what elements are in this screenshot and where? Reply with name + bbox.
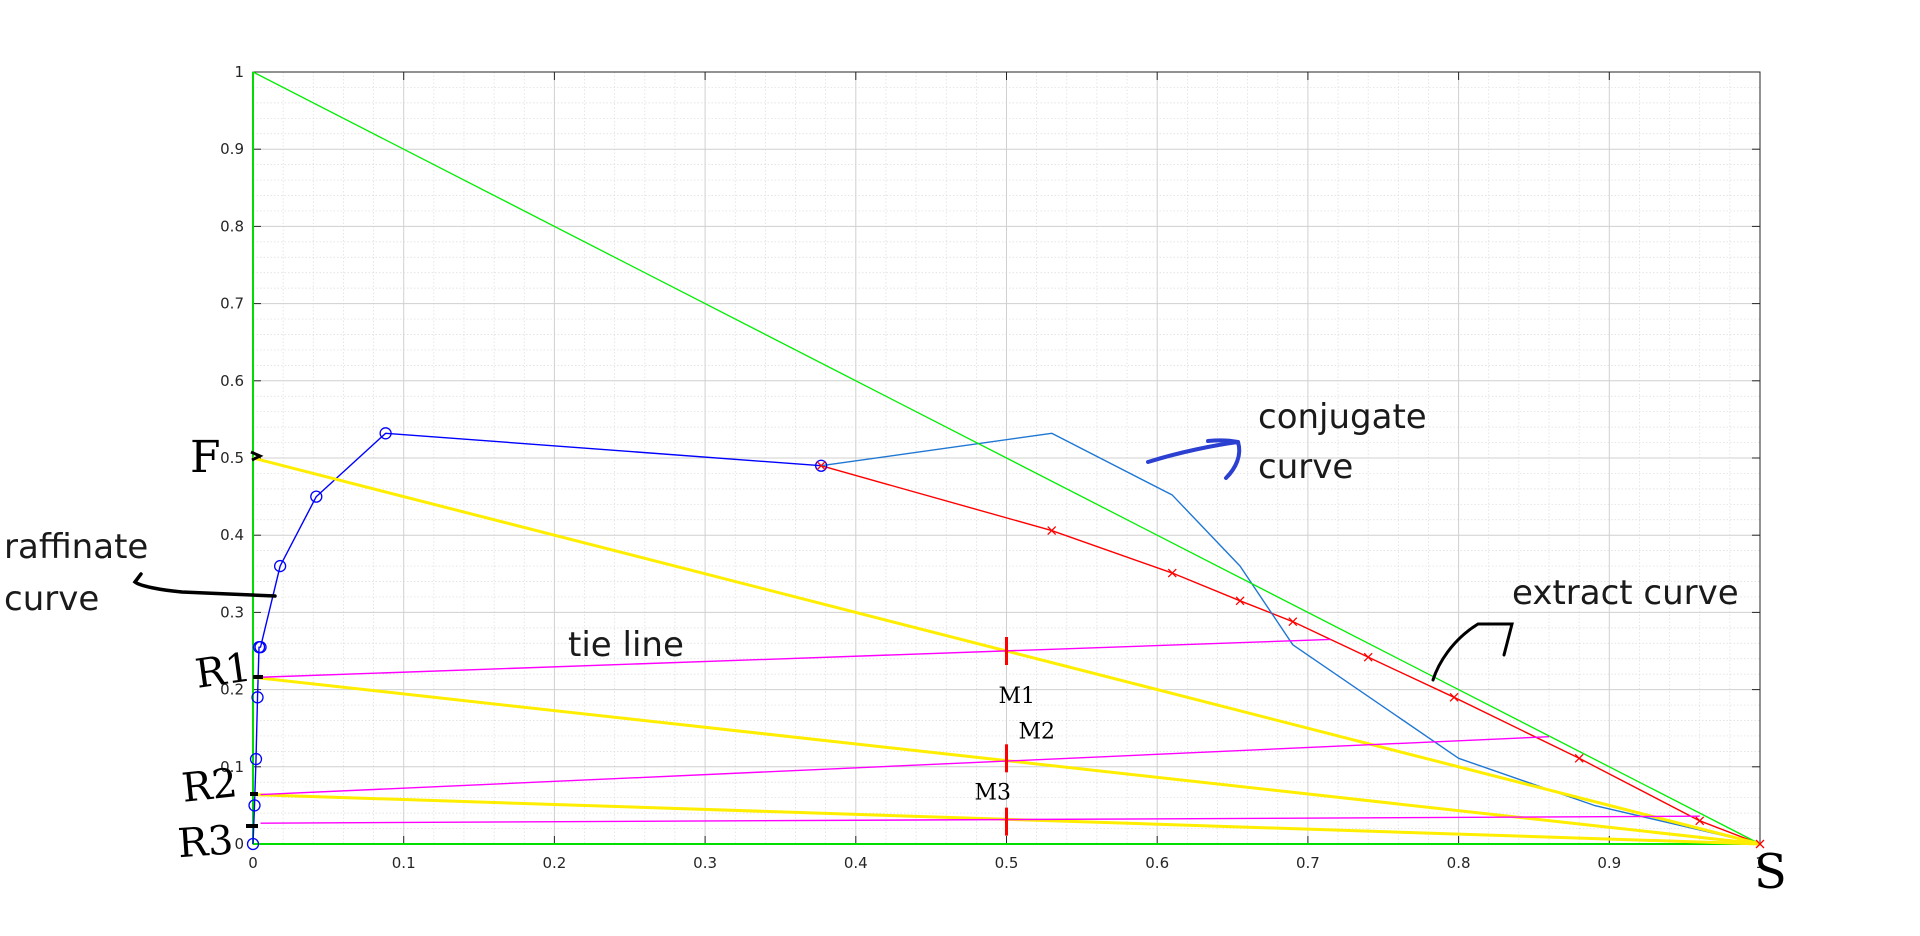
F-label: F [190,432,221,483]
conjugate-label-line1: conjugate [1258,397,1427,437]
x-tick-label: 0.5 [995,854,1019,872]
y-tick-label: 0.8 [220,217,244,235]
R1-label: R1 [193,644,254,697]
point-extract [1047,526,1057,536]
y-tick-label: 0.6 [220,372,244,390]
y-tick-label: 0.2 [220,681,244,699]
point-extract [1449,692,1459,702]
x-tick-label: 0 [248,854,258,872]
y-tick-label: 0.7 [220,295,244,313]
x-tick-label: 0.2 [542,854,566,872]
point-raffinate [254,640,267,654]
major-grid [253,72,1760,844]
series-tie3 [260,815,1700,824]
series-tie1 [260,638,1331,678]
point-raffinate [248,799,261,812]
raffinate-arrow-icon [132,572,277,598]
S-label: S [1754,844,1787,900]
point-raffinate [379,427,392,440]
x-tick-label: 0.3 [693,854,717,872]
series-diagonal [252,71,1761,845]
y-tick-label: 0.3 [220,603,244,621]
point-extract [1695,816,1705,826]
mixing-label-M3: M3 [975,781,1012,806]
x-tick-label: 0.9 [1597,854,1621,872]
point-extract [1288,617,1298,627]
y-tick-label: 0.9 [220,140,244,158]
axis-ticks: 0 0.1 0.2 0.3 0.4 0.5 0.6 0.7 0.8 0.9 1 0 0.1 0.2 0.3 0… [220,63,1765,872]
series-raffinate [252,432,822,845]
F-point-mark [250,450,264,462]
point-raffinate [273,559,287,573]
mixing-label-M1: M1 [999,684,1036,709]
point-raffinate [246,837,260,851]
point-extract [1574,753,1584,763]
point-extract [1235,596,1245,606]
y-tick-label: 0.5 [220,449,244,467]
R3-label: R3 [176,817,235,867]
extract-label: extract curve [1512,573,1739,613]
x-tick-label: 0.7 [1296,854,1320,872]
x-tick-label: 0.6 [1145,854,1169,872]
point-raffinate [249,752,263,766]
tie-line-label: tie line [568,625,684,665]
mixing-label-M2: M2 [1019,719,1056,744]
R2-label: R2 [180,760,240,812]
series-tie2 [260,735,1550,796]
point-raffinate [251,691,264,704]
point-extract [1363,652,1373,662]
conjugate-label-line2: curve [1258,447,1353,487]
series-conjugate [821,432,1761,845]
x-tick-label: 0.1 [392,854,416,872]
y-tick-label: 0.1 [220,758,244,776]
axis-point-dots [246,450,264,828]
conjugate-arrow-icon [1146,438,1242,480]
y-tick-label: 0.4 [220,526,244,544]
point-raffinate [310,490,323,503]
point-extract [1167,568,1177,578]
point-extract [816,461,826,471]
y-tick-label: 0 [234,835,244,853]
y-tick-label: 1 [234,63,244,81]
markers-group [246,427,1765,851]
point-extract [1755,839,1765,849]
mixing-points: M1 M2 M3 [975,637,1056,836]
point-raffinate [814,459,828,472]
x-tick-label: 0.4 [844,854,868,872]
raffinate-label-line2: curve [4,579,99,619]
raffinate-label-line1: raffinate [4,527,148,567]
x-tick-label: 1 [1755,854,1765,872]
x-tick-label: 0.8 [1447,854,1471,872]
extract-arrow-icon [1431,622,1514,682]
